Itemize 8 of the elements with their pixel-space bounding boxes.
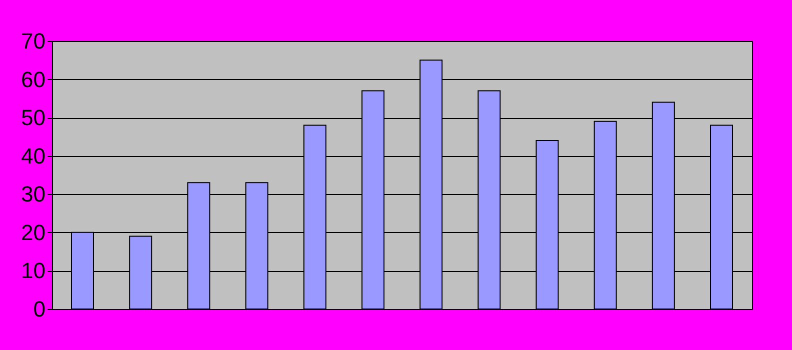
y-tick-label: 30 [21,182,46,207]
y-tick-label: 70 [21,28,46,54]
y-tick-label: 60 [21,66,46,92]
y-tick-label: 0 [33,296,46,322]
y-tick-label: 50 [21,105,46,130]
y-tick-label: 10 [21,258,46,284]
y-tick-label: 20 [21,220,46,245]
y-tick-label: 40 [21,143,46,168]
